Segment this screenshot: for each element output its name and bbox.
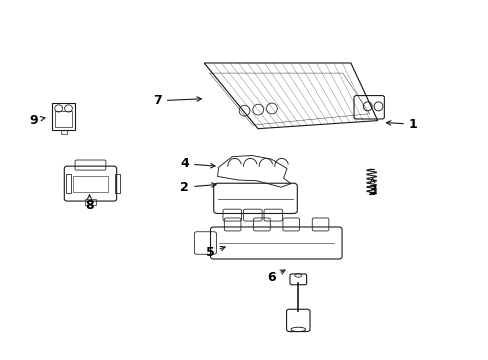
Text: 5: 5 xyxy=(205,246,224,259)
Bar xyxy=(52,103,75,130)
Text: 4: 4 xyxy=(180,157,215,170)
Bar xyxy=(66,175,71,193)
Bar xyxy=(55,111,72,127)
Bar xyxy=(61,130,66,134)
Bar xyxy=(85,199,96,205)
Bar xyxy=(73,176,108,192)
Text: 3: 3 xyxy=(367,178,376,197)
Text: 2: 2 xyxy=(180,181,216,194)
Text: 1: 1 xyxy=(386,118,417,131)
Text: 9: 9 xyxy=(29,114,45,127)
Text: 7: 7 xyxy=(153,94,201,107)
Text: 8: 8 xyxy=(85,195,94,212)
Text: 6: 6 xyxy=(266,270,285,284)
Bar xyxy=(114,175,119,193)
